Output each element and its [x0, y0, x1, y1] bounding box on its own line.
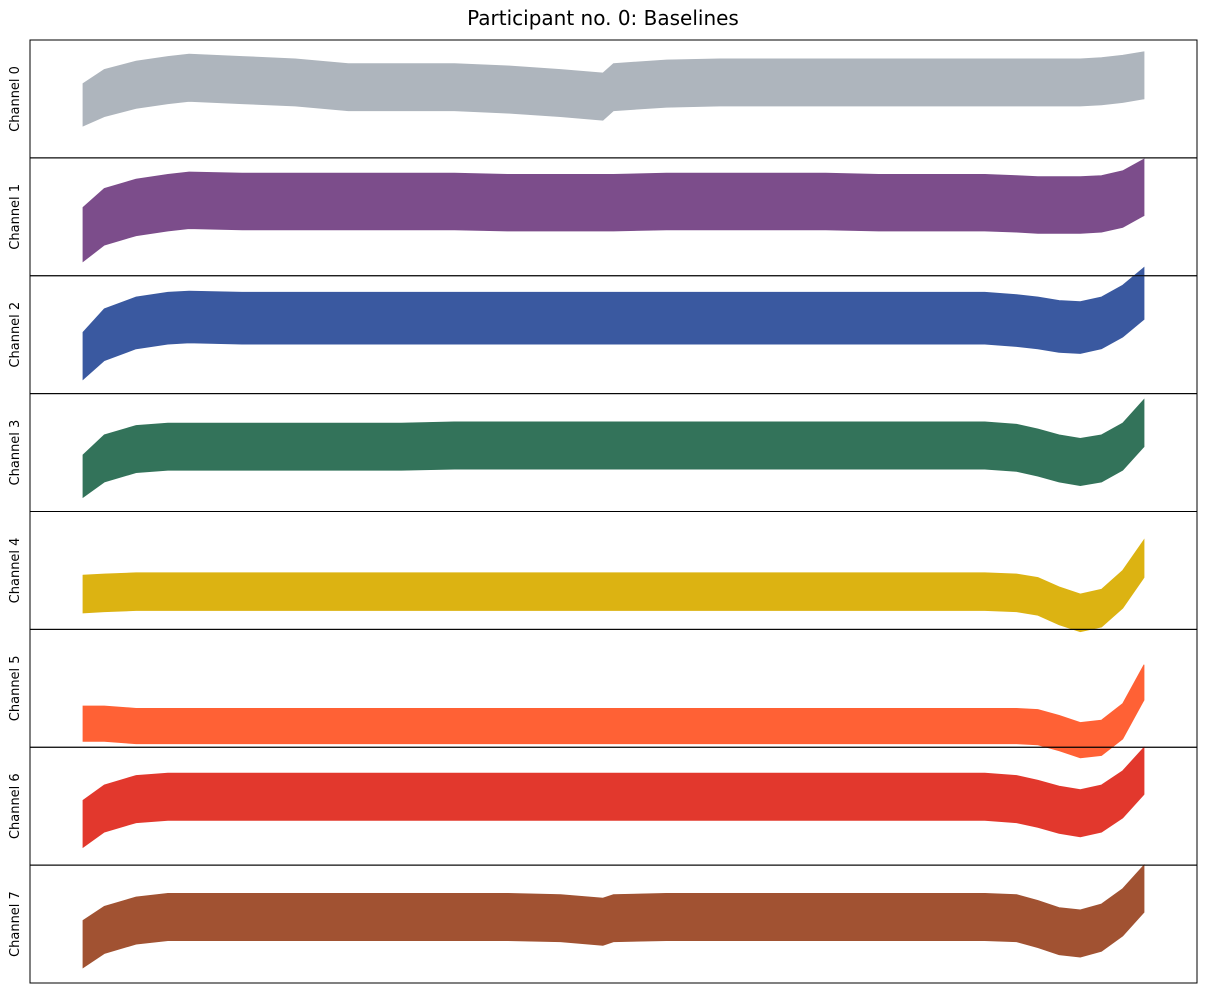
channel-panel-4: Channel 4 [8, 511, 1198, 633]
channel-panel-0: Channel 0 [8, 39, 1198, 159]
channel-panel-2: Channel 2 [8, 266, 1198, 395]
channel-4-signal-band [82, 538, 1145, 633]
channel-panel-5: Channel 5 [8, 628, 1198, 759]
channel-panel-7: Channel 7 [8, 864, 1198, 984]
channel-5-ylabel: Channel 5 [8, 655, 23, 721]
channel-panel-3: Channel 3 [8, 393, 1198, 512]
channel-panel-1: Channel 1 [8, 157, 1198, 277]
chart-title: Participant no. 0: Baselines [467, 6, 739, 30]
channel-6-signal-band [82, 746, 1145, 849]
channel-7-ylabel: Channel 7 [8, 891, 23, 957]
channel-1-signal-band [82, 158, 1145, 263]
channel-0-ylabel: Channel 0 [8, 66, 23, 132]
channel-6-ylabel: Channel 6 [8, 773, 23, 839]
channel-3-ylabel: Channel 3 [8, 420, 23, 486]
channel-2-ylabel: Channel 2 [8, 302, 23, 368]
channel-0-signal-band [82, 51, 1145, 127]
channel-7-frame [29, 864, 1198, 984]
channel-5-signal-band [82, 664, 1145, 759]
channel-1-ylabel: Channel 1 [8, 184, 23, 250]
channel-panel-6: Channel 6 [8, 746, 1198, 866]
channel-2-signal-band [82, 266, 1145, 381]
channel-4-ylabel: Channel 4 [8, 538, 23, 604]
channel-3-signal-band [82, 398, 1145, 499]
channel-7-signal-band [82, 864, 1145, 969]
